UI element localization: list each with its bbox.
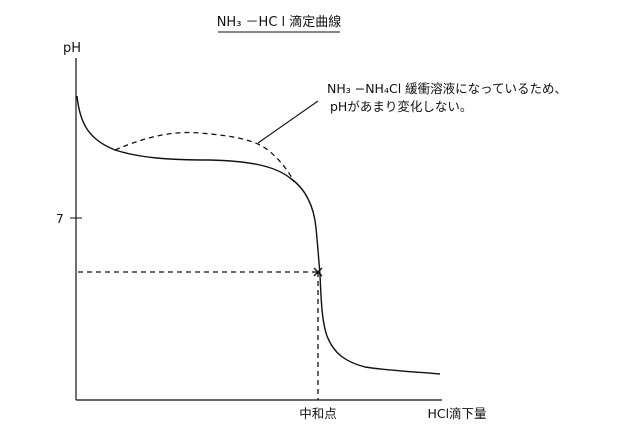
equivalence-point-marker <box>313 267 323 277</box>
y-axis-label: pH <box>63 41 81 56</box>
annotation-line-1: NH₃ −NH₄Cl 緩衝溶液になっているため、 <box>327 81 567 96</box>
x-axis-label: HCl滴下量 <box>427 406 486 421</box>
diagram-title: NH₃ －HC l 滴定曲線 <box>217 14 342 30</box>
annotation-line-2: pHがあまり変化しない。 <box>330 99 472 114</box>
buffer-comparison-curve <box>114 131 295 183</box>
annotation-leader-line <box>257 100 319 144</box>
titration-curve <box>76 95 441 375</box>
equivalence-point-label: 中和点 <box>299 406 337 421</box>
y-tick-label-7: 7 <box>56 212 64 226</box>
